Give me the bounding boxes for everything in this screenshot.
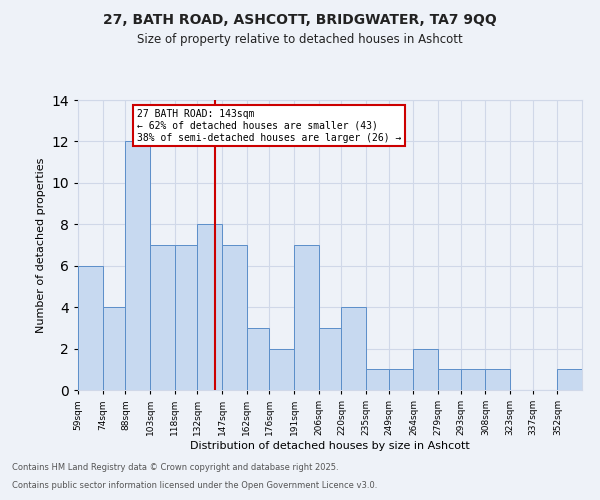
Text: Size of property relative to detached houses in Ashcott: Size of property relative to detached ho…	[137, 32, 463, 46]
Bar	[319, 328, 341, 390]
Bar	[222, 245, 247, 390]
Bar	[150, 245, 175, 390]
Bar	[175, 245, 197, 390]
Bar	[485, 370, 510, 390]
Bar	[197, 224, 222, 390]
Bar	[389, 370, 413, 390]
Bar	[247, 328, 269, 390]
Bar	[125, 142, 150, 390]
Text: 27 BATH ROAD: 143sqm
← 62% of detached houses are smaller (43)
38% of semi-detac: 27 BATH ROAD: 143sqm ← 62% of detached h…	[137, 110, 401, 142]
Bar	[103, 307, 125, 390]
Y-axis label: Number of detached properties: Number of detached properties	[36, 158, 46, 332]
Bar	[438, 370, 461, 390]
Bar	[413, 348, 438, 390]
Bar	[461, 370, 485, 390]
Bar	[366, 370, 389, 390]
Text: Contains public sector information licensed under the Open Government Licence v3: Contains public sector information licen…	[12, 481, 377, 490]
Text: 27, BATH ROAD, ASHCOTT, BRIDGWATER, TA7 9QQ: 27, BATH ROAD, ASHCOTT, BRIDGWATER, TA7 …	[103, 12, 497, 26]
Bar	[341, 307, 366, 390]
Bar	[294, 245, 319, 390]
Bar	[78, 266, 103, 390]
Bar	[557, 370, 582, 390]
Text: Contains HM Land Registry data © Crown copyright and database right 2025.: Contains HM Land Registry data © Crown c…	[12, 464, 338, 472]
Bar	[269, 348, 294, 390]
X-axis label: Distribution of detached houses by size in Ashcott: Distribution of detached houses by size …	[190, 441, 470, 451]
